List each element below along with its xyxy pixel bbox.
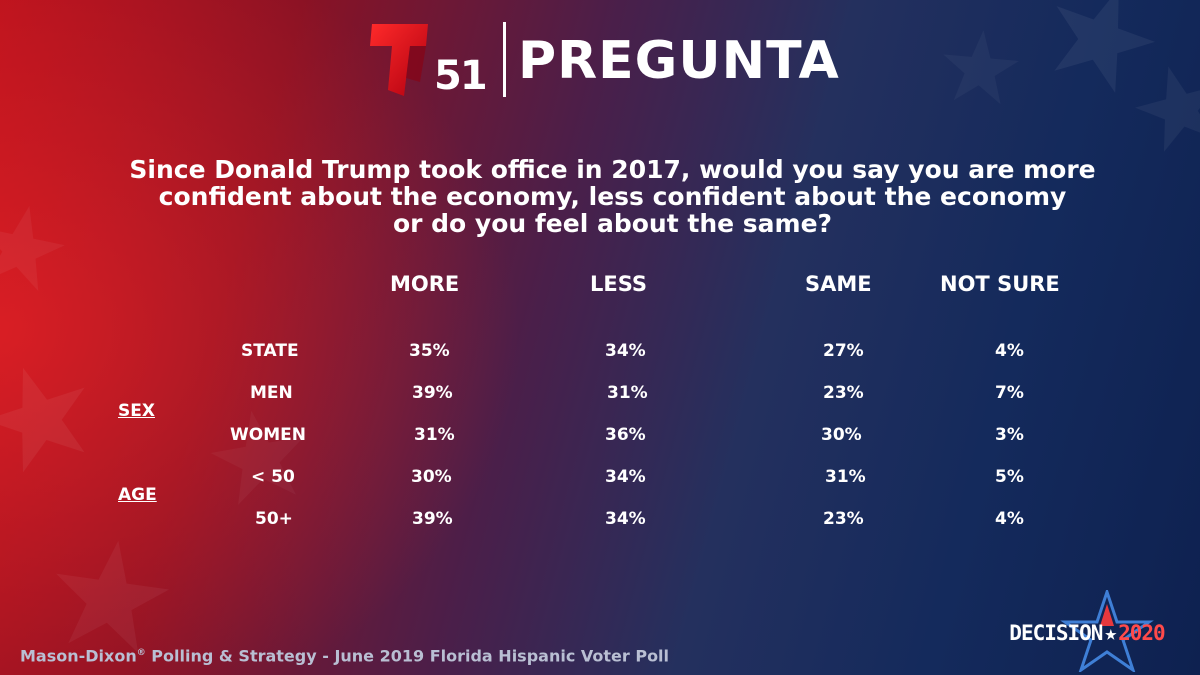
table-cell: 31%	[825, 467, 866, 487]
poll-source: Mason-Dixon® Polling & Strategy - June 2…	[20, 643, 669, 666]
table-cell: 31%	[607, 383, 648, 403]
table-cell: 4%	[995, 509, 1024, 529]
decision-2020-label: DECISION★2020	[1004, 621, 1170, 645]
table-cell: 4%	[995, 341, 1024, 361]
logo-divider	[503, 22, 506, 97]
row-label-women: WOMEN	[230, 425, 306, 445]
table-cell: 36%	[605, 425, 646, 445]
registered-mark: ®	[136, 648, 146, 658]
table-cell: 30%	[411, 467, 452, 487]
source-suffix: Polling & Strategy - June 2019 Florida H…	[145, 646, 670, 666]
question-line-3: or do you feel about the same?	[392, 209, 833, 238]
table-cell: 30%	[821, 425, 862, 445]
row-label-50-plus: 50+	[255, 509, 293, 529]
column-header-same: SAME	[805, 272, 872, 296]
decision-2020-badge: DECISION★2020	[1004, 590, 1194, 672]
table-cell: 7%	[995, 383, 1024, 403]
source-prefix: Mason-Dixon	[20, 646, 137, 666]
decision-word: DECISION	[1009, 621, 1103, 645]
row-label-under-50: < 50	[251, 467, 295, 487]
channel-number: 51	[434, 53, 488, 99]
question-line-2: confident about the economy, less confid…	[158, 182, 1067, 211]
table-cell: 34%	[605, 341, 646, 361]
question-line-1: Since Donald Trump took office in 2017, …	[129, 155, 1096, 184]
row-label-state: STATE	[241, 341, 299, 361]
row-label-men: MEN	[250, 383, 293, 403]
poll-question: Since Donald Trump took office in 2017, …	[40, 156, 1185, 237]
page-title: PREGUNTA	[518, 31, 840, 91]
telemundo-logo	[370, 24, 428, 96]
group-label-age: AGE	[118, 485, 157, 505]
group-label-sex: SEX	[118, 401, 155, 421]
decision-separator: ★	[1104, 621, 1117, 645]
table-cell: 5%	[995, 467, 1024, 487]
table-cell: 39%	[412, 509, 453, 529]
decision-year: 2020	[1118, 621, 1166, 645]
table-cell: 35%	[409, 341, 450, 361]
column-header-less: LESS	[590, 272, 648, 296]
table-cell: 34%	[605, 509, 646, 529]
table-cell: 27%	[823, 341, 864, 361]
table-cell: 23%	[823, 383, 864, 403]
column-header-not-sure: NOT SURE	[940, 272, 1060, 296]
table-cell: 39%	[412, 383, 453, 403]
star-icon	[1060, 590, 1154, 672]
table-cell: 23%	[823, 509, 864, 529]
table-cell: 34%	[605, 467, 646, 487]
table-cell: 31%	[414, 425, 455, 445]
table-cell: 3%	[995, 425, 1024, 445]
column-header-more: MORE	[390, 272, 460, 296]
